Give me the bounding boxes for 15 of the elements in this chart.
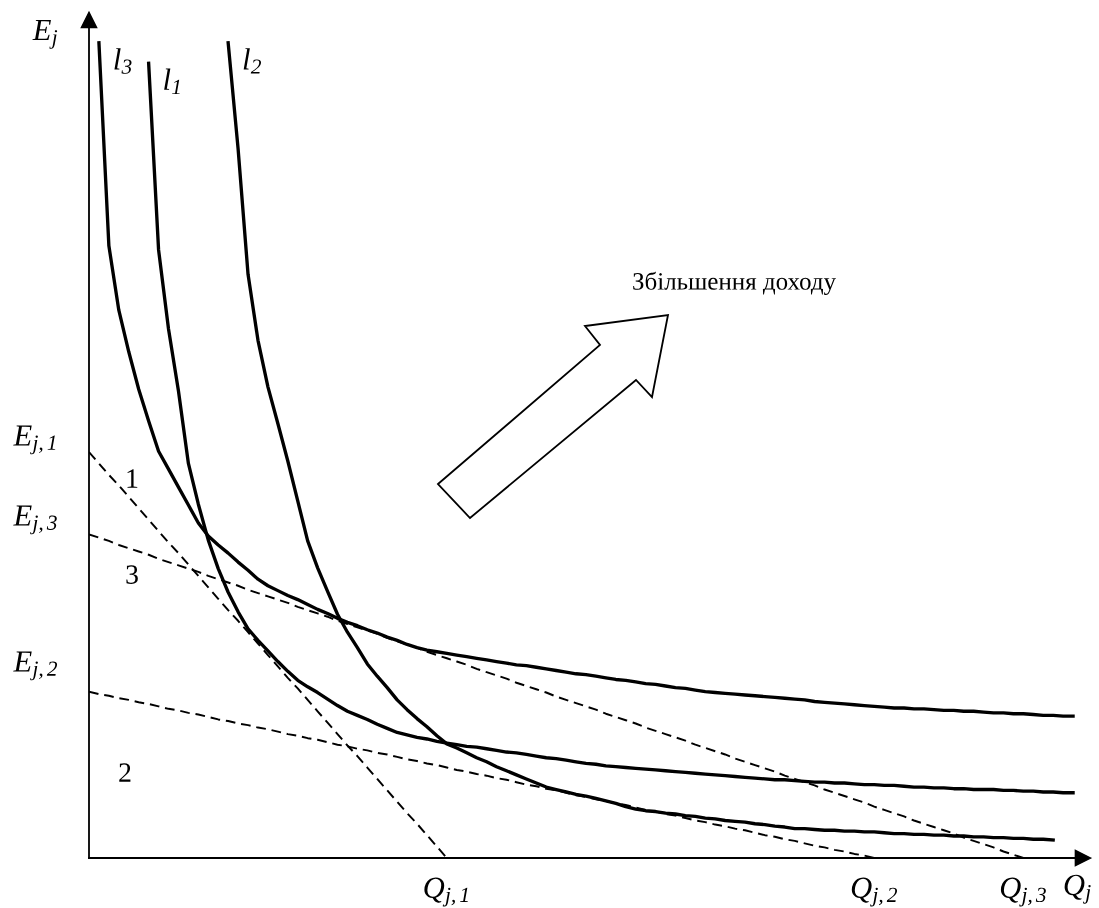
text: E$_{j,3}$ bbox=[13, 505, 57, 535]
annotation: 1 bbox=[127, 469, 138, 488]
y-axis-title: E$_{j}$ bbox=[32, 20, 58, 49]
series-label: l$_{1}$ bbox=[164, 68, 180, 94]
x-tick-label: Q$_{j,2}$ bbox=[851, 877, 898, 907]
text: E$_{j,1}$ bbox=[13, 425, 56, 455]
x-tick-label: Q$_{j,1}$ bbox=[424, 877, 468, 907]
legend-label: l$_{3}$ bbox=[114, 48, 132, 74]
x-tick-label: Q$_{j,3}$ bbox=[1000, 877, 1046, 907]
series-label: l$_{2}$ bbox=[243, 48, 262, 74]
annotation: 2 bbox=[119, 763, 131, 782]
text: E$_{j,2}$ bbox=[13, 651, 58, 681]
annotation: Збільшення доходу bbox=[633, 271, 836, 295]
x-axis-title: Q$_{j}$ bbox=[1064, 874, 1091, 904]
annotation: 3 bbox=[126, 565, 138, 584]
